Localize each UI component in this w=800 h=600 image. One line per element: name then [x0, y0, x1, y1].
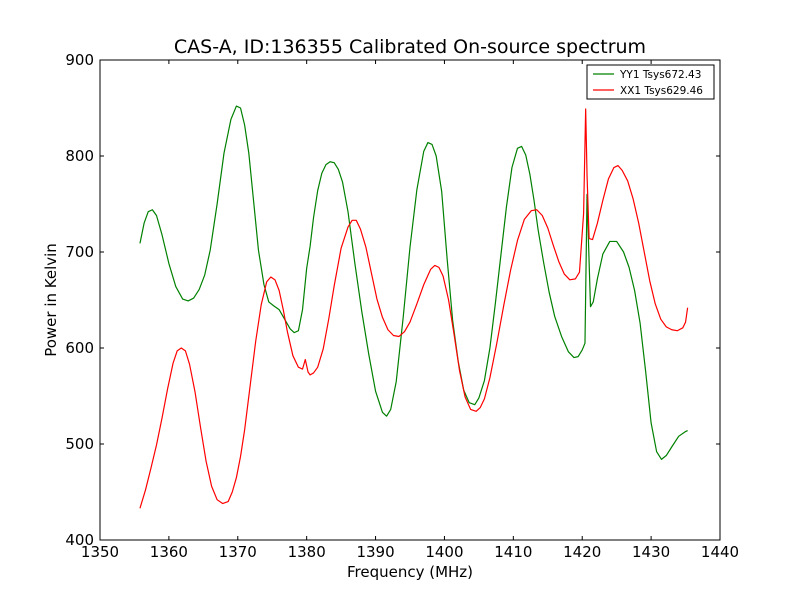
- x-tick-label: 1410: [494, 543, 532, 561]
- x-tick-label: 1420: [563, 543, 601, 561]
- chart-title: CAS-A, ID:136355 Calibrated On-source sp…: [174, 36, 646, 58]
- series-line-0: [139, 105, 688, 460]
- x-axis-label: Frequency (MHz): [347, 563, 473, 581]
- series-layer: [139, 105, 689, 509]
- plot-area: 1350 1360 1370 1380 1390 1400 1410 1420 1430 1440…: [65, 51, 739, 561]
- y-tick-label: 800: [65, 147, 94, 165]
- y-tick-label: 900: [65, 51, 94, 69]
- legend: YY1 Tsys672.43 XX1 Tsys629.46: [586, 64, 715, 100]
- legend-label-xx1: XX1 Tsys629.46: [620, 85, 703, 97]
- legend-label-yy1: YY1 Tsys672.43: [619, 69, 701, 81]
- y-tick-label: 700: [65, 243, 94, 261]
- series-line-1: [139, 108, 689, 509]
- x-tick-label: 1380: [288, 543, 326, 561]
- x-tick-label: 1440: [701, 543, 739, 561]
- axes-frame: [99, 59, 721, 541]
- y-axis-label: Power in Kelvin: [42, 243, 60, 357]
- y-tick-label: 500: [65, 435, 94, 453]
- x-tick-label: 1360: [150, 543, 188, 561]
- ticks-layer: 1350 1360 1370 1380 1390 1400 1410 1420 1430 1440…: [65, 51, 739, 561]
- x-tick-label: 1350: [81, 543, 119, 561]
- x-tick-label: 1430: [632, 543, 670, 561]
- x-tick-label: 1370: [219, 543, 257, 561]
- y-tick-label: 600: [65, 339, 94, 357]
- y-tick-label: 400: [65, 531, 94, 549]
- x-tick-label: 1400: [425, 543, 463, 561]
- legend-box: [586, 64, 715, 100]
- plot-background: [100, 60, 720, 540]
- x-tick-label: 1390: [356, 543, 394, 561]
